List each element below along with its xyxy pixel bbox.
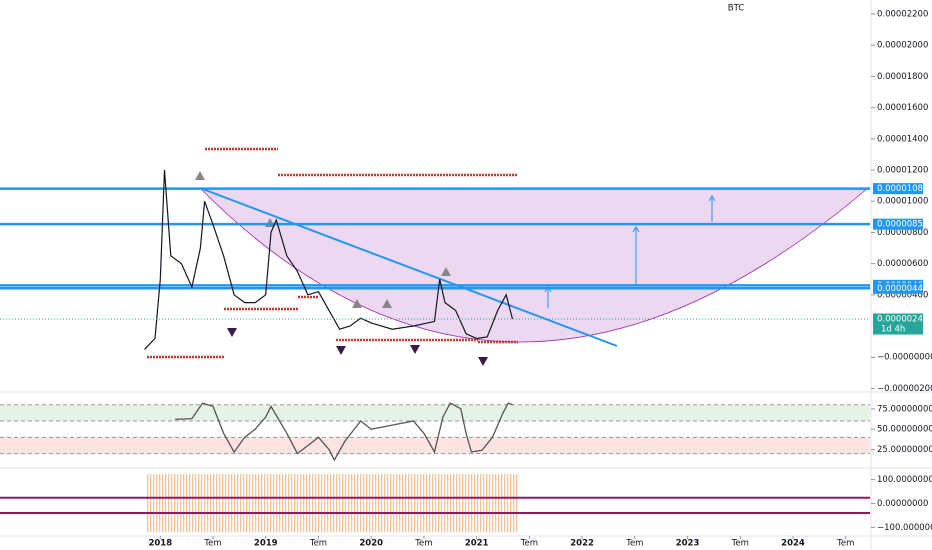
x-tick-label: 2022 [570, 539, 594, 549]
y-tick-label: 0.00001000 [877, 197, 928, 207]
x-tick-label: Tem [731, 539, 749, 549]
y-tick-label: −0.00000000 [877, 353, 932, 363]
y-tick-label: −100.00000000 [877, 523, 932, 533]
symbol: BTC [728, 4, 745, 14]
level-label: 0.00000442 [873, 282, 928, 294]
oversold-band [0, 437, 870, 454]
y-tick-label: −0.00000200 [877, 384, 932, 394]
x-tick-label: 2023 [676, 539, 700, 549]
level-label: 0.00000853 [873, 218, 928, 230]
last-price-text: 0.00000245 [877, 315, 928, 325]
countdown: 1d 4h [881, 325, 905, 335]
y-tick-label: 0.00000600 [877, 259, 928, 269]
y-tick-label: 0.00001800 [877, 72, 928, 82]
y-tick-label: 50.00000000 [877, 425, 932, 435]
x-tick-label: 2024 [781, 539, 805, 549]
x-tick-label: Tem [520, 539, 538, 549]
y-tick-label: 75.00000000 [877, 404, 932, 414]
x-tick-label: Tem [203, 539, 221, 549]
y-tick-label: 0.00001600 [877, 103, 928, 113]
level-label: 0.00001081 [873, 183, 928, 195]
level-label-box [873, 183, 923, 195]
overbought-band [0, 404, 870, 422]
target-arrows [544, 195, 716, 308]
y-tick-label: 0.00000800 [877, 228, 928, 238]
x-tick-label: Tem [836, 539, 854, 549]
down-triangles [227, 328, 488, 366]
level-label-text: 0.00000853 [877, 220, 928, 230]
red-segments [147, 147, 518, 359]
x-tick-label: Tem [309, 539, 327, 549]
y-tick-label: 0.00002200 [877, 10, 928, 20]
arc-pattern [199, 187, 870, 343]
level-label-text: 0.00000442 [877, 284, 928, 294]
x-tick-label: 2021 [465, 539, 489, 549]
up-triangles [195, 171, 451, 308]
x-tick-label: 2018 [148, 539, 172, 549]
y-tick-label: 0.00001400 [877, 134, 928, 144]
y-tick-label: 25.00000000 [877, 445, 932, 455]
y-tick-label: 0.00002000 [877, 41, 928, 51]
x-tick-label: Tem [414, 539, 432, 549]
price-line [144, 169, 514, 350]
y-tick-label: 0.00000000 [877, 499, 928, 509]
level-label-box [873, 282, 923, 294]
y-tick-label: 100.00000000 [877, 475, 932, 485]
y-tick-label: 0.00000400 [877, 290, 928, 300]
y-tick-label: 0.00001200 [877, 166, 928, 176]
rsi-line [175, 402, 513, 462]
x-tick-label: Tem [625, 539, 643, 549]
last-price-box [873, 313, 923, 335]
osc-background [147, 474, 518, 532]
x-tick-label: 2020 [359, 539, 383, 549]
trend-line [199, 187, 618, 347]
level-label-box [873, 218, 923, 230]
level-label-text: 0.00001081 [877, 184, 928, 194]
x-tick-label: 2019 [254, 539, 278, 549]
